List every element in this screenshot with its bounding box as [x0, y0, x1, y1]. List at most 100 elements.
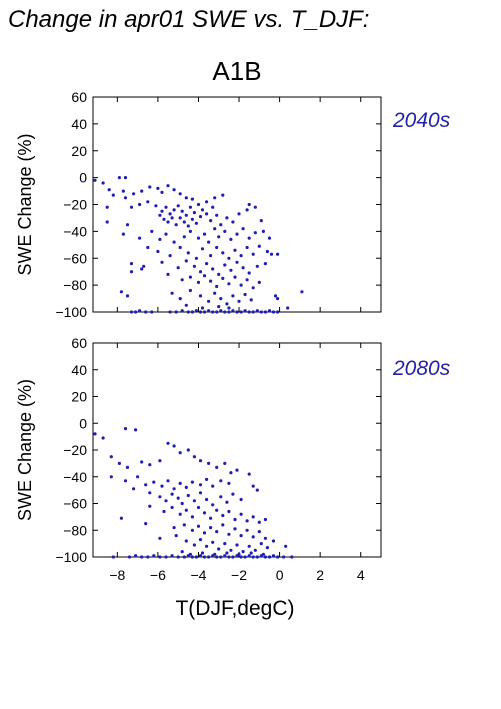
data-point [215, 555, 219, 559]
data-point [259, 310, 263, 314]
data-point [267, 309, 272, 313]
data-point [190, 197, 194, 201]
data-points [93, 176, 304, 314]
y-tick-label: 60 [71, 335, 87, 351]
data-point [219, 495, 223, 499]
data-point [225, 500, 229, 504]
data-point [198, 554, 203, 558]
data-point [205, 262, 209, 266]
data-point [255, 264, 259, 268]
x-tick-label: −6 [150, 567, 166, 583]
data-point [192, 455, 196, 459]
data-point [247, 472, 251, 476]
data-point [180, 309, 184, 313]
data-point [245, 245, 249, 250]
data-point [263, 262, 267, 266]
data-point [140, 189, 144, 193]
data-point [178, 451, 182, 455]
data-point [172, 188, 176, 192]
data-point [211, 205, 215, 209]
data-point [247, 271, 251, 275]
data-point [117, 461, 121, 465]
data-point [101, 436, 105, 440]
data-point [215, 465, 219, 469]
data-point [300, 290, 304, 294]
data-point [158, 555, 162, 559]
data-point [196, 202, 201, 207]
y-tick-label: −80 [63, 277, 87, 293]
data-point [265, 546, 269, 550]
data-point [241, 227, 245, 231]
data-point [158, 495, 162, 499]
data-point [263, 517, 267, 522]
data-point [148, 504, 152, 508]
data-point [247, 202, 251, 207]
data-point [148, 185, 152, 189]
data-point [134, 554, 138, 558]
data-point [251, 310, 255, 314]
y-tick-label: 40 [71, 362, 87, 378]
data-point [217, 272, 221, 276]
y-tick-label: 0 [79, 415, 87, 431]
data-point [225, 302, 229, 306]
data-point [198, 483, 203, 487]
data-point [221, 193, 225, 197]
data-point [192, 499, 196, 503]
data-point [211, 540, 215, 544]
data-point [174, 310, 178, 314]
data-point [205, 497, 209, 502]
data-point [109, 475, 113, 479]
data-point [233, 275, 237, 279]
data-point [111, 193, 115, 197]
data-point [211, 267, 215, 271]
y-tick-label: −100 [55, 549, 87, 565]
data-point [263, 555, 267, 559]
data-point [215, 245, 219, 250]
data-point [178, 481, 182, 485]
data-point [239, 534, 243, 538]
data-point [117, 176, 121, 180]
data-point [138, 236, 142, 240]
data-point [196, 236, 201, 240]
data-point [229, 237, 233, 241]
data-point [148, 463, 152, 467]
y-axis-label: SWE Change (%) [15, 379, 35, 521]
data-point [253, 205, 257, 209]
data-point [202, 511, 207, 515]
data-point [125, 465, 130, 469]
data-point [184, 196, 188, 200]
data-point [223, 310, 227, 314]
data-point [205, 200, 209, 204]
y-tick-label: −40 [63, 223, 87, 239]
data-point [251, 555, 255, 559]
data-point [225, 216, 229, 220]
data-point [138, 202, 142, 207]
data-point [150, 229, 154, 233]
data-point [176, 204, 180, 208]
data-point [174, 223, 178, 227]
data-point [154, 204, 158, 208]
plot-frame [92, 342, 382, 558]
data-point [237, 299, 241, 303]
data-point [186, 224, 190, 228]
y-tick-label: −60 [63, 496, 87, 512]
data-point [259, 542, 263, 546]
data-point [235, 232, 239, 236]
data-point [239, 310, 243, 314]
data-point [227, 555, 231, 559]
data-point [213, 227, 217, 231]
y-tick-label: −20 [63, 197, 87, 213]
y-tick-label: 60 [71, 89, 87, 105]
data-point [219, 555, 223, 559]
data-point [180, 278, 184, 282]
data-point [202, 531, 207, 535]
data-point [219, 297, 223, 301]
y-tick-label: −80 [63, 522, 87, 538]
data-point [213, 196, 217, 200]
data-points [93, 427, 294, 559]
data-point [144, 310, 148, 314]
data-point [146, 200, 150, 204]
data-point [178, 192, 182, 196]
data-point [207, 309, 211, 313]
data-point [239, 555, 243, 559]
